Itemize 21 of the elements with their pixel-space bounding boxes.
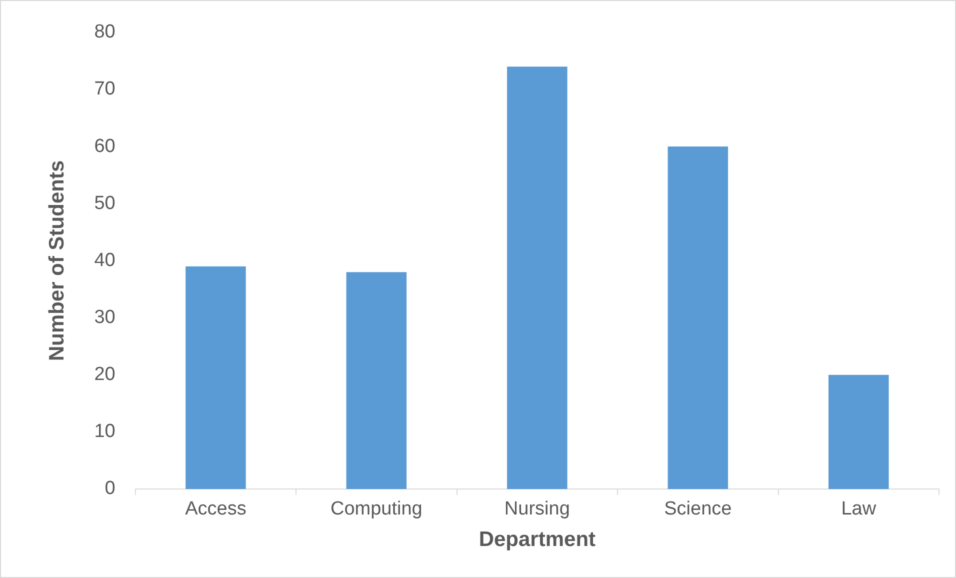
x-tick-label: Law [841, 498, 876, 520]
y-tick-label: 80 [94, 22, 116, 43]
bar [828, 374, 889, 489]
bar [668, 146, 728, 489]
y-tick-label: 30 [94, 307, 116, 328]
y-tick-label: 0 [104, 478, 116, 500]
y-tick-label: 60 [94, 136, 116, 157]
y-tick-label: 50 [94, 192, 116, 214]
y-axis-title: Number of Students [45, 160, 68, 362]
y-tick-label: 20 [94, 364, 116, 386]
x-tick-label: Nursing [504, 498, 570, 520]
x-tick-label: Science [664, 498, 732, 520]
y-tick-label: 10 [94, 421, 116, 442]
x-axis-title: Department [478, 528, 596, 552]
bar [186, 266, 246, 489]
bar [507, 66, 568, 489]
x-tick-label: Access [185, 498, 246, 520]
y-tick-label: 40 [94, 250, 116, 271]
bar [346, 272, 407, 489]
x-tick-label: Computing [330, 498, 422, 520]
y-tick-label: 70 [94, 78, 116, 100]
